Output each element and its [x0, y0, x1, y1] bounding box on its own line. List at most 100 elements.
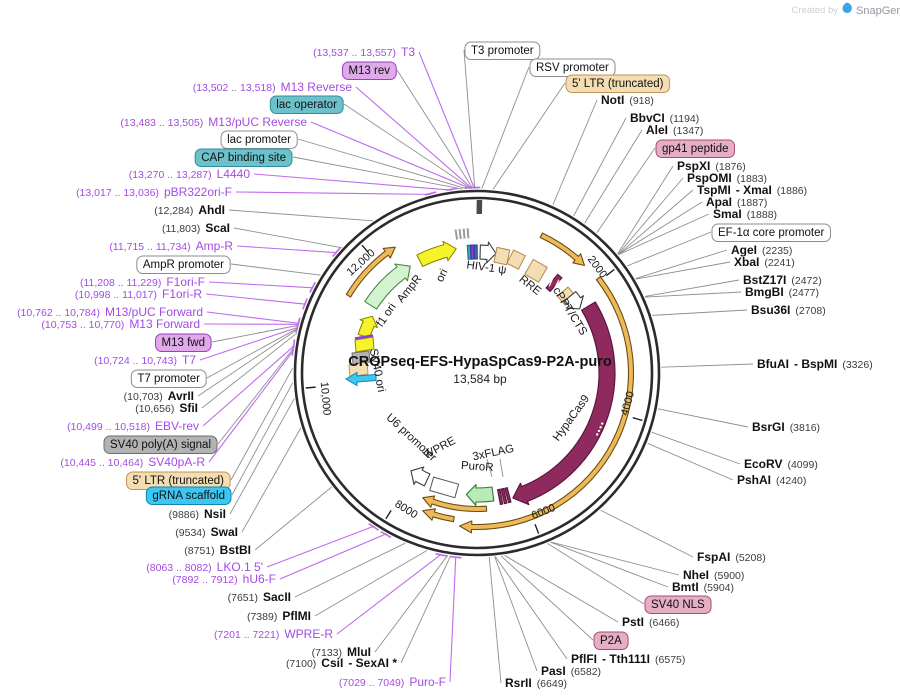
feature-label-t3-promoter[interactable]: T3 promoter — [471, 45, 534, 57]
primer-m13-forward[interactable]: (10,753 .. 10,770) M13 Forward — [41, 317, 200, 331]
transcript-arc-wpre[interactable] — [422, 508, 455, 523]
feature-label-5ltr-truncated-left[interactable]: 5' LTR (truncated) — [133, 475, 225, 487]
transcript-arc-psi-rre[interactable] — [539, 232, 586, 267]
feature-3xflag-bar-2[interactable] — [500, 487, 508, 505]
enzyme-bstz17i[interactable]: BstZ17I (2472) — [743, 273, 822, 287]
feature-label-ef1a-core-promoter[interactable]: EF-1α core promoter — [718, 227, 825, 239]
enzyme-xbai[interactable]: XbaI (2241) — [734, 255, 795, 269]
primer-f1ori-r[interactable]: (10,998 .. 11,017) F1ori-R — [75, 287, 202, 301]
feature-psi-box-1[interactable] — [493, 246, 511, 266]
label-ori[interactable]: ori — [434, 267, 450, 284]
enzyme-psti[interactable]: PstI (6466) — [622, 615, 679, 629]
enzyme-csii-sexai[interactable]: (7100) CsiI - SexAI * — [286, 656, 397, 670]
enzyme-nsii[interactable]: (9886) NsiI — [169, 507, 226, 521]
feature-3xflag-bar-3[interactable] — [496, 488, 504, 506]
enzyme-swai[interactable]: (9534) SwaI — [175, 525, 238, 539]
comb-mark-2[interactable] — [458, 228, 462, 240]
primer-f1ori-f[interactable]: (11,208 .. 11,229) F1ori-F — [80, 275, 205, 289]
enzyme-agei[interactable]: AgeI (2235) — [731, 243, 792, 257]
feature-grna-scaffold-arrow[interactable] — [345, 371, 377, 387]
enzyme-rsrii[interactable]: RsrII (6649) — [505, 676, 567, 690]
enzyme-pshai[interactable]: PshAI (4240) — [737, 473, 806, 487]
enzyme-pasi[interactable]: PasI (6582) — [541, 664, 601, 678]
primer-lko1-5[interactable]: (8063 .. 8082) LKO.1 5' — [146, 560, 263, 574]
feature-ltr-box[interactable] — [348, 361, 369, 378]
primer-t7[interactable]: (10,724 .. 10,743) T7 — [94, 353, 196, 367]
transcript-arc-ampr-region[interactable] — [345, 246, 396, 298]
enzyme-bsrgi[interactable]: BsrGI (3816) — [752, 420, 820, 434]
enzyme-mlui[interactable]: (7133) MluI — [312, 645, 371, 659]
feature-f1-ori-arrow[interactable] — [357, 315, 378, 339]
feature-3xflag-bar-1[interactable] — [504, 486, 512, 504]
enzyme-bsu36i[interactable]: Bsu36I (2708) — [751, 303, 826, 317]
feature-lac-operator-bar[interactable] — [476, 200, 483, 214]
feature-rre-box[interactable] — [524, 258, 548, 283]
enzyme-smai[interactable]: SmaI (1888) — [713, 207, 777, 221]
feature-hypacas9-cds[interactable] — [512, 301, 616, 506]
primer-pbr322ori-f[interactable]: (13,017 .. 13,036) pBR322ori-F — [76, 185, 232, 199]
enzyme-scai[interactable]: (11,803) ScaI — [162, 221, 230, 235]
primer-amp-r[interactable]: (11,715 .. 11,734) Amp-R — [109, 239, 233, 253]
primer-sv40pa-r[interactable]: (10,445 .. 10,464) SV40pA-R — [60, 455, 205, 469]
primer-m13-reverse[interactable]: (13,502 .. 13,518) M13 Reverse — [193, 80, 353, 94]
label-puror[interactable]: PuroR — [461, 460, 494, 474]
feature-label-ampr-promoter[interactable]: AmpR promoter — [143, 259, 224, 271]
enzyme-apai[interactable]: ApaI (1887) — [706, 195, 767, 209]
feature-label-p2a[interactable]: P2A — [600, 635, 622, 647]
feature-label-rsv-promoter[interactable]: RSV promoter — [536, 62, 609, 74]
feature-puror-cds[interactable] — [465, 483, 495, 507]
feature-wpre-box[interactable] — [429, 476, 460, 499]
enzyme-noti[interactable]: NotI (918) — [601, 93, 654, 107]
feature-label-lac-operator[interactable]: lac operator — [276, 99, 337, 111]
enzyme-pspomi[interactable]: PspOMI (1883) — [687, 171, 767, 185]
enzyme-tspmi-xmai[interactable]: TspMI - XmaI (1886) — [697, 183, 807, 197]
label-hiv1-psi[interactable]: HIV-1 ψ — [466, 259, 507, 276]
comb-mark-1[interactable] — [454, 229, 459, 240]
feature-label-t7-promoter[interactable]: T7 promoter — [137, 373, 200, 385]
primer-puro-f[interactable]: (7029 .. 7049) Puro-F — [339, 675, 446, 689]
feature-rsv-ltr-arrow[interactable] — [479, 241, 497, 264]
feature-ori-arrow[interactable] — [416, 240, 457, 268]
label-u6-promoter[interactable]: U6 promoter — [384, 412, 439, 464]
feature-label-m13-fwd[interactable]: M13 fwd — [162, 337, 205, 349]
feature-psi-box-2[interactable] — [506, 249, 526, 270]
enzyme-sfii[interactable]: (10,656) SfiI — [135, 401, 198, 415]
enzyme-fspai[interactable]: FspAI (5208) — [697, 550, 766, 564]
feature-label-grna-scaffold[interactable]: gRNA scaffold — [152, 490, 225, 502]
primer-hu6-f[interactable]: (7892 .. 7912) hU6-F — [172, 572, 276, 586]
primer-l4440[interactable]: (13,270 .. 13,287) L4440 — [129, 167, 251, 181]
feature-ampr-cds[interactable] — [364, 263, 411, 310]
enzyme-avrii[interactable]: (10,703) AvrII — [124, 389, 194, 403]
feature-label-5ltr-truncated-right[interactable]: 5' LTR (truncated) — [572, 78, 664, 90]
feature-u6-arrow[interactable] — [410, 466, 431, 487]
primer-m13-puc-forward[interactable]: (10,762 .. 10,784) M13/pUC Forward — [17, 305, 203, 319]
feature-efs-arrow[interactable] — [564, 291, 584, 310]
feature-sv40-ori-box[interactable] — [354, 336, 375, 353]
primer-m13-puc-reverse[interactable]: (13,483 .. 13,505) M13/pUC Reverse — [120, 115, 307, 129]
transcript-arc-inner[interactable] — [422, 495, 488, 513]
enzyme-alei[interactable]: AleI (1347) — [646, 123, 703, 137]
primer-ebv-rev[interactable]: (10,499 .. 10,518) EBV-rev — [67, 419, 199, 433]
comb-mark-3[interactable] — [462, 228, 466, 239]
feature-label-sv40-nls[interactable]: SV40 NLS — [651, 599, 705, 611]
enzyme-bmti[interactable]: BmtI (5904) — [672, 580, 734, 594]
primer-wpre-r[interactable]: (7201 .. 7221) WPRE-R — [214, 627, 333, 641]
transcript-arc-genomic[interactable] — [459, 276, 635, 534]
enzyme-bmgbi[interactable]: BmgBI (2477) — [745, 285, 819, 299]
enzyme-bstbi[interactable]: (8751) BstBI — [184, 543, 251, 557]
feature-bar-blue[interactable] — [473, 244, 478, 260]
feature-label-lac-promoter[interactable]: lac promoter — [227, 134, 291, 146]
feature-sv40-polya-box[interactable] — [351, 350, 371, 365]
feature-label-cap-binding-site[interactable]: CAP binding site — [201, 152, 286, 164]
feature-label-sv40-polya[interactable]: SV40 poly(A) signal — [110, 439, 211, 451]
feature-label-m13-rev[interactable]: M13 rev — [348, 65, 390, 77]
enzyme-bfuai-bspmi[interactable]: BfuAI - BspMI (3326) — [757, 357, 873, 371]
feature-label-gp41-peptide[interactable]: gp41 peptide — [662, 143, 729, 155]
enzyme-bbvci[interactable]: BbvCI (1194) — [630, 111, 699, 125]
enzyme-nhei[interactable]: NheI (5900) — [683, 568, 744, 582]
enzyme-ahdi[interactable]: (12,284) AhdI — [154, 203, 225, 217]
comb-mark-4[interactable] — [466, 228, 470, 239]
enzyme-sacii[interactable]: (7651) SacII — [228, 590, 291, 604]
enzyme-pflfi-tth111i[interactable]: PflFI - Tth111I (6575) — [571, 652, 685, 666]
enzyme-pflmi[interactable]: (7389) PflMI — [247, 609, 311, 623]
